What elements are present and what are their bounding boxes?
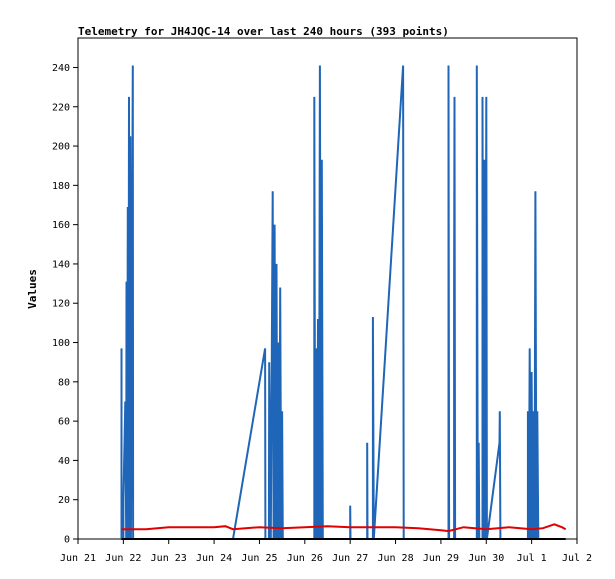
x-tick-label: Jul 1 <box>517 553 547 564</box>
y-tick-label: 220 <box>52 102 70 113</box>
series-line-1 <box>120 65 540 540</box>
x-tick-label: Jun 26 <box>287 553 323 564</box>
y-tick-label: 180 <box>52 181 70 192</box>
x-tick-label: Jun 28 <box>377 553 413 564</box>
y-axis-label: Values <box>26 269 39 309</box>
y-tick-label: 140 <box>52 259 70 270</box>
y-tick-label: 100 <box>52 338 70 349</box>
x-tick-label: Jun 23 <box>151 553 187 564</box>
y-tick-label: 60 <box>58 417 70 428</box>
chart-title: Telemetry for JH4JQC-14 over last 240 ho… <box>78 25 449 38</box>
y-tick-label: 120 <box>52 299 70 310</box>
y-tick-label: 80 <box>58 377 70 388</box>
y-tick-label: 200 <box>52 142 70 153</box>
y-tick-label: 160 <box>52 220 70 231</box>
x-tick-label: Jun 21 <box>60 553 96 564</box>
x-tick-label: Jun 27 <box>332 553 368 564</box>
x-tick-label: Jun 25 <box>241 553 277 564</box>
x-axis: Jun 21 Jun 22 Jun 23 Jun 24 Jun 25 Jun 26 Jun … <box>60 539 592 564</box>
y-tick-label: 20 <box>58 495 70 506</box>
series-layer <box>120 65 567 540</box>
y-tick-label: 40 <box>58 456 70 467</box>
y-tick-label: 0 <box>64 535 70 546</box>
series-line-2 <box>121 523 567 533</box>
x-tick-label: Jun 29 <box>423 553 459 564</box>
y-axis: 0 20 40 60 80 100 120 140 160 180 200 220 240 <box>52 63 78 546</box>
y-tick-label: 240 <box>52 63 70 74</box>
plot-frame <box>77 37 578 540</box>
x-tick-label: Jun 24 <box>196 553 232 564</box>
x-tick-label: Jun 22 <box>105 553 141 564</box>
x-tick-label: Jun 30 <box>468 553 504 564</box>
x-tick-label: Jul 2 <box>562 553 592 564</box>
